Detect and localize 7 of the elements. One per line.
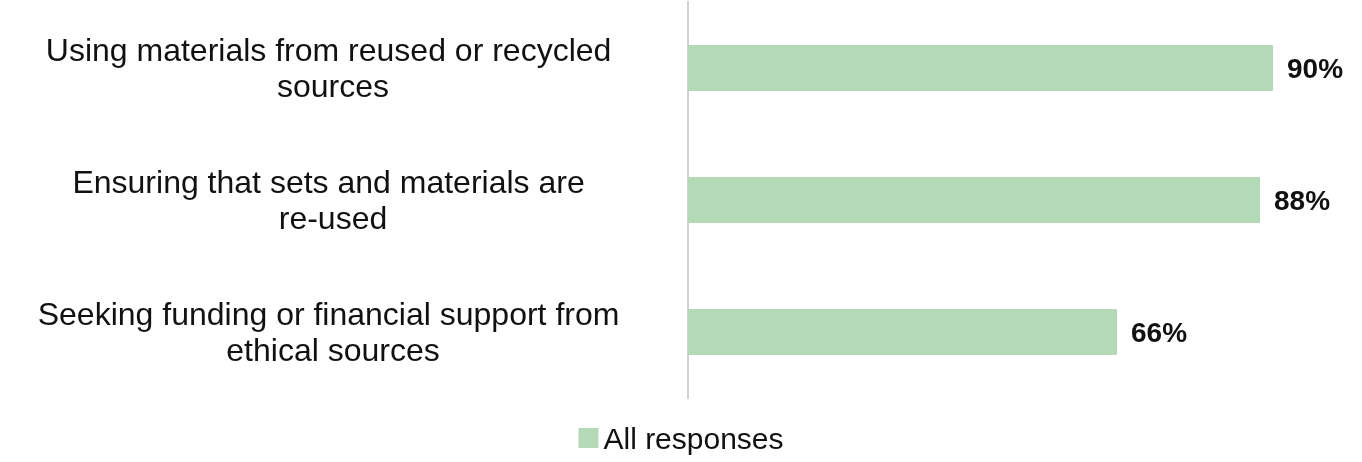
data-label: 90%	[1287, 52, 1344, 84]
data-label: 66%	[1131, 316, 1188, 348]
y-tick-label: Ensuring that sets and materials are re-used	[72, 164, 594, 236]
data-label: 88%	[1274, 184, 1331, 216]
y-tick-label: Seeking funding or financial support from ethical sources	[37, 296, 629, 368]
legend-label: All responses	[603, 421, 784, 455]
y-tick-label: Using materials from reused or recycled sources	[45, 32, 621, 104]
